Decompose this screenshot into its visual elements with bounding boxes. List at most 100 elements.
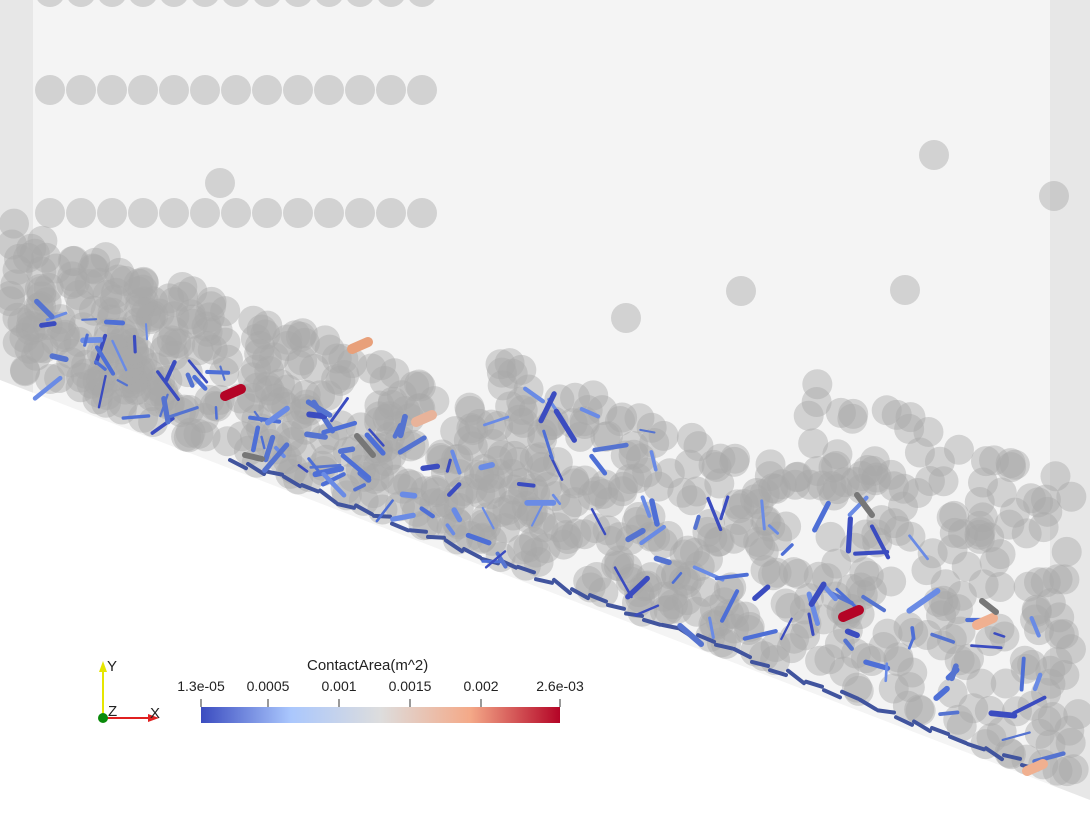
contact-bond <box>411 410 437 427</box>
particle <box>726 276 756 306</box>
particle <box>161 0 187 7</box>
particle <box>667 477 698 508</box>
particle <box>958 693 989 724</box>
contact-bond <box>375 499 394 523</box>
particle <box>1030 484 1061 515</box>
particle <box>191 311 222 342</box>
orientation-axes[interactable] <box>98 661 159 723</box>
particle <box>90 296 121 327</box>
colorbar-label-4: 0.0015 <box>388 678 432 694</box>
particle <box>33 272 64 303</box>
particle <box>550 520 581 551</box>
contact-bond <box>516 564 536 575</box>
particle <box>944 645 975 676</box>
particle <box>824 628 855 659</box>
particle <box>846 474 877 505</box>
particle <box>490 513 521 544</box>
particle <box>59 245 90 276</box>
particle <box>668 565 699 596</box>
contact-bond <box>780 617 793 641</box>
particle <box>657 589 688 620</box>
particle <box>31 287 62 318</box>
particle <box>325 365 356 396</box>
particle <box>504 404 535 435</box>
particle <box>603 551 634 582</box>
contact-bond <box>192 374 208 391</box>
particle <box>393 468 424 499</box>
particle <box>878 471 909 502</box>
particle <box>741 478 772 509</box>
particle <box>111 367 142 398</box>
particle <box>240 323 271 354</box>
particle <box>524 442 555 473</box>
contact-bond <box>242 452 265 462</box>
particle <box>1010 653 1041 684</box>
contact-bond <box>340 453 372 480</box>
particle <box>936 502 967 533</box>
particle <box>26 281 57 312</box>
particle <box>468 509 499 540</box>
particle <box>169 394 200 425</box>
contact-bond <box>822 688 842 700</box>
particle <box>845 572 876 603</box>
contact-bond <box>838 605 864 622</box>
particle <box>96 304 127 335</box>
contact-bond <box>589 453 608 476</box>
particle <box>588 577 619 608</box>
particle <box>378 0 404 7</box>
particle <box>607 476 638 507</box>
contact-network <box>32 298 1066 776</box>
particle <box>967 467 998 498</box>
contact-bond <box>354 433 376 458</box>
particle <box>710 628 741 659</box>
particle <box>505 418 536 449</box>
particle <box>128 267 159 298</box>
particle <box>90 242 121 273</box>
particle <box>9 322 40 353</box>
contact-bond <box>750 659 770 668</box>
particle <box>363 450 394 481</box>
particle <box>469 460 500 491</box>
particle <box>654 458 685 489</box>
particle <box>590 421 621 452</box>
particle <box>358 478 389 509</box>
contact-bond <box>625 527 646 543</box>
particle <box>366 350 397 381</box>
particle <box>104 257 135 288</box>
particle <box>266 443 297 474</box>
particle <box>1023 567 1054 598</box>
particle <box>766 469 797 500</box>
particle <box>183 335 214 366</box>
contact-bond <box>116 379 129 387</box>
particle <box>140 352 171 383</box>
particle <box>719 598 750 629</box>
particle <box>287 345 318 376</box>
particle <box>745 530 776 561</box>
particle <box>1044 619 1075 650</box>
particle <box>210 327 241 358</box>
particle <box>967 502 998 533</box>
contact-bond <box>843 638 854 651</box>
particle <box>943 434 974 465</box>
contact-bond <box>966 742 986 752</box>
contact-bond <box>390 521 410 533</box>
particle <box>801 387 832 418</box>
contact-bond <box>34 298 55 320</box>
particle <box>124 294 155 325</box>
particle <box>661 560 692 591</box>
particle <box>117 334 148 365</box>
particle <box>964 510 995 541</box>
particle <box>743 526 774 557</box>
particle <box>782 558 813 589</box>
particle <box>964 486 995 517</box>
contact-bond <box>250 425 261 453</box>
particle <box>757 560 788 591</box>
contact-bond <box>861 594 887 613</box>
contact-bond <box>592 442 629 453</box>
particle <box>569 408 600 439</box>
particle <box>114 347 145 378</box>
particle <box>127 346 158 377</box>
particle <box>351 440 382 471</box>
